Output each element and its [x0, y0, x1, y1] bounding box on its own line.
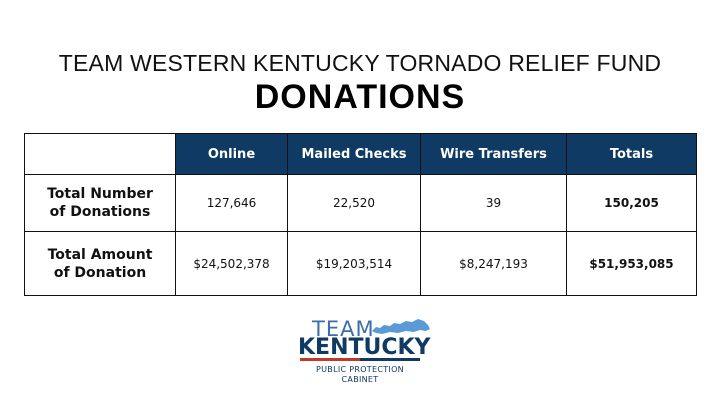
cell-mailed-checks-amount: $19,203,514 [287, 231, 421, 296]
table-row: Total Number of Donations 127,646 22,520… [24, 174, 697, 232]
fund-subtitle: TEAM WESTERN KENTUCKY TORNADO RELIEF FUN… [58, 50, 662, 76]
cell-online-amount: $24,502,378 [175, 231, 288, 296]
cell-wire-transfers-count: 39 [420, 174, 567, 232]
cell-total-count: 150,205 [566, 174, 697, 232]
column-header-wire-transfers: Wire Transfers [420, 133, 567, 175]
table-row: Total Amount of Donation $24,502,378 $19… [24, 231, 697, 296]
row-label-line: Total Amount [47, 246, 153, 263]
table-corner-cell [24, 133, 176, 175]
column-header-online: Online [175, 133, 288, 175]
donations-table: Online Mailed Checks Wire Transfers Tota… [24, 133, 697, 296]
kentucky-state-icon [372, 319, 430, 334]
cell-wire-transfers-amount: $8,247,193 [420, 231, 567, 296]
row-label-number-of-donations: Total Number of Donations [24, 174, 176, 232]
row-label-line: of Donations [49, 204, 151, 220]
logo-kentucky-text: KENTUCKY [298, 335, 431, 360]
cell-mailed-checks-count: 22,520 [287, 174, 421, 232]
row-label-amount-of-donation: Total Amount of Donation [24, 231, 176, 296]
logo-team-text: TEAM [312, 317, 375, 341]
row-label-line: Total Number [47, 186, 153, 202]
logo-agency-line2: CABINET [341, 375, 379, 384]
logo-agency-line1: PUBLIC PROTECTION [316, 365, 404, 374]
row-label-line: of Donation [53, 264, 147, 281]
team-kentucky-logo: TEAM KENTUCKY PUBLIC PROTECTION CABINET [290, 315, 430, 395]
column-header-totals: Totals [566, 133, 697, 175]
cell-total-amount: $51,953,085 [566, 231, 697, 296]
table-header-row: Online Mailed Checks Wire Transfers Tota… [24, 133, 697, 175]
logo-divider [300, 358, 420, 361]
cell-online-count: 127,646 [175, 174, 288, 232]
page-title: DONATIONS [254, 78, 466, 116]
column-header-mailed-checks: Mailed Checks [287, 133, 421, 175]
